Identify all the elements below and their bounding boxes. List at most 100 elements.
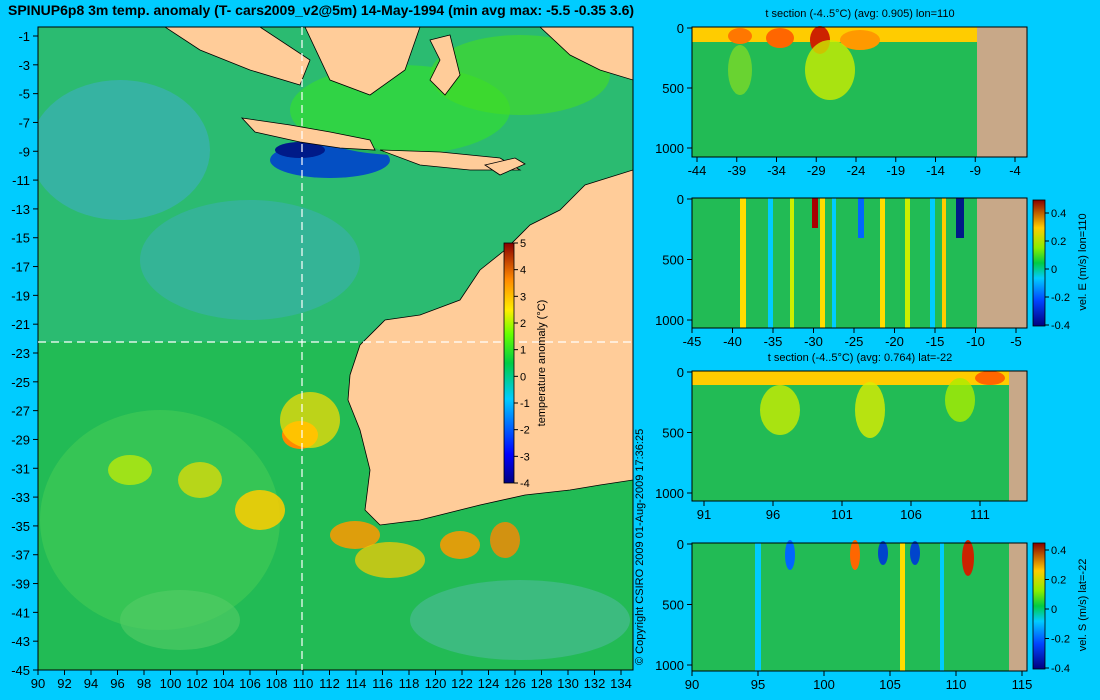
colorbar-tick-label: 0 <box>520 371 526 383</box>
x-tick-label: -40 <box>723 334 742 349</box>
panel1-field <box>692 26 1027 157</box>
y-tick-label: -41 <box>11 605 30 620</box>
panel2-colorbar-label: vel. E (m/s) lon=110 <box>1077 213 1089 310</box>
x-tick-label: -19 <box>886 163 905 178</box>
y-tick-label: 0 <box>677 365 684 380</box>
panel4-colorbar-label: vel. S (m/s) lat=-22 <box>1077 559 1089 652</box>
y-tick-label: -35 <box>11 519 30 534</box>
colorbar-tick-label: 0.4 <box>1051 545 1066 557</box>
colorbar-tick-label: 3 <box>520 291 526 303</box>
colorbar-tick-label: 1 <box>520 345 526 357</box>
map-x-axis: 90 92 94 96 98 100 102 104 106 108 110 112 114 116 118… <box>31 670 632 691</box>
y-tick-label: 500 <box>662 598 684 613</box>
panel3-x-axis: 91 96 101 106 111 <box>697 501 990 522</box>
x-tick-label: 120 <box>425 676 447 691</box>
colorbar-tick-label: -2 <box>520 425 530 437</box>
x-tick-label: -9 <box>969 163 981 178</box>
panel4-y-axis: 0 500 1000 <box>655 537 692 673</box>
y-tick-label: -13 <box>11 202 30 217</box>
x-tick-label: 130 <box>557 676 579 691</box>
colorbar-tick-label: 5 <box>520 238 526 250</box>
x-tick-label: 108 <box>266 676 288 691</box>
colorbar-tick-label: 0.2 <box>1051 575 1066 587</box>
map-colorbar-label: temperature anomaly (°C) <box>536 300 548 427</box>
panel4-colorbar <box>1032 542 1046 670</box>
x-tick-label: -15 <box>926 334 945 349</box>
y-tick-label: -37 <box>11 548 30 563</box>
colorbar-tick-label: -4 <box>520 478 530 490</box>
y-tick-label: -15 <box>11 231 30 246</box>
y-tick-label: -7 <box>18 115 30 130</box>
x-tick-label: 106 <box>900 507 922 522</box>
y-tick-label: 1000 <box>655 486 684 501</box>
panel2-field <box>692 198 1027 328</box>
x-tick-label: 102 <box>186 676 208 691</box>
x-tick-label: -14 <box>926 163 945 178</box>
x-tick-label: -35 <box>764 334 783 349</box>
y-tick-label: 500 <box>662 426 684 441</box>
colorbar-tick-label: 0.2 <box>1051 236 1066 248</box>
y-tick-label: -23 <box>11 346 30 361</box>
y-tick-label: -3 <box>18 58 30 73</box>
x-tick-label: -30 <box>804 334 823 349</box>
x-tick-label: -39 <box>727 163 746 178</box>
colorbar-tick-label: -3 <box>520 451 530 463</box>
x-tick-label: 112 <box>319 676 340 691</box>
panel3-title: t section (-4..5°C) (avg: 0.764) lat=-22 <box>768 352 952 364</box>
y-tick-label: -31 <box>11 461 30 476</box>
x-tick-label: -45 <box>683 334 702 349</box>
x-tick-label: 91 <box>697 507 711 522</box>
x-tick-label: 106 <box>239 676 261 691</box>
x-tick-label: -5 <box>1010 334 1022 349</box>
y-tick-label: -25 <box>11 375 30 390</box>
y-tick-label: -21 <box>11 317 30 332</box>
colorbar-tick-label: -0.4 <box>1051 663 1070 675</box>
x-tick-label: 92 <box>57 676 71 691</box>
y-tick-label: -29 <box>11 432 30 447</box>
x-tick-label: 126 <box>504 676 526 691</box>
x-tick-label: -24 <box>847 163 866 178</box>
colorbar-tick-label: -0.2 <box>1051 634 1070 646</box>
panel1-title: t section (-4..5°C) (avg: 0.905) lon=110 <box>765 8 954 20</box>
x-tick-label: 100 <box>813 677 835 692</box>
colorbar-tick-label: 0 <box>1051 604 1057 616</box>
panel4-field <box>692 540 1027 671</box>
figure-title: SPINUP6p8 3m temp. anomaly (T- cars2009_… <box>8 2 635 18</box>
panel2-colorbar <box>1032 199 1046 327</box>
x-tick-label: 104 <box>213 676 235 691</box>
panel2-colorbar-ticks: 0.4 0.2 0 -0.2 -0.4 <box>1045 208 1070 332</box>
y-tick-label: 0 <box>677 537 684 552</box>
x-tick-label: -34 <box>767 163 786 178</box>
map-colorbar <box>503 242 515 484</box>
y-tick-label: -11 <box>12 173 30 188</box>
panel3-y-axis: 0 500 1000 <box>655 365 692 501</box>
y-tick-label: -27 <box>11 404 30 419</box>
y-tick-label: 1000 <box>655 141 684 156</box>
y-tick-label: 1000 <box>655 313 684 328</box>
x-tick-label: 100 <box>160 676 182 691</box>
x-tick-label: 134 <box>610 676 632 691</box>
x-tick-label: 90 <box>31 676 45 691</box>
x-tick-label: 101 <box>831 507 853 522</box>
y-tick-label: -33 <box>11 490 30 505</box>
x-tick-label: -25 <box>845 334 864 349</box>
panel1-y-axis: 0 500 1000 <box>655 21 692 156</box>
y-tick-label: -1 <box>18 29 30 44</box>
map-y-axis: -1 -3 -5 -7 -9 -11 -13 -15 -17 -19 -21 -23 -25 -27 -29… <box>11 29 38 678</box>
panel4-x-axis: 90 95 100 105 110 115 <box>685 671 1033 692</box>
x-tick-label: -4 <box>1009 163 1021 178</box>
y-tick-label: 0 <box>677 192 684 207</box>
x-tick-label: 114 <box>346 676 367 691</box>
y-tick-label: 500 <box>662 253 684 268</box>
x-tick-label: 118 <box>399 676 420 691</box>
colorbar-tick-label: 2 <box>520 318 526 330</box>
x-tick-label: 94 <box>84 676 98 691</box>
y-tick-label: -17 <box>11 260 30 275</box>
colorbar-tick-label: 0 <box>1051 264 1057 276</box>
x-tick-label: -44 <box>688 163 707 178</box>
colorbar-tick-label: -0.2 <box>1051 292 1070 304</box>
x-tick-label: 132 <box>584 676 606 691</box>
x-tick-label: 115 <box>1012 677 1033 692</box>
x-tick-label: 124 <box>478 676 500 691</box>
y-tick-label: -45 <box>11 663 30 678</box>
